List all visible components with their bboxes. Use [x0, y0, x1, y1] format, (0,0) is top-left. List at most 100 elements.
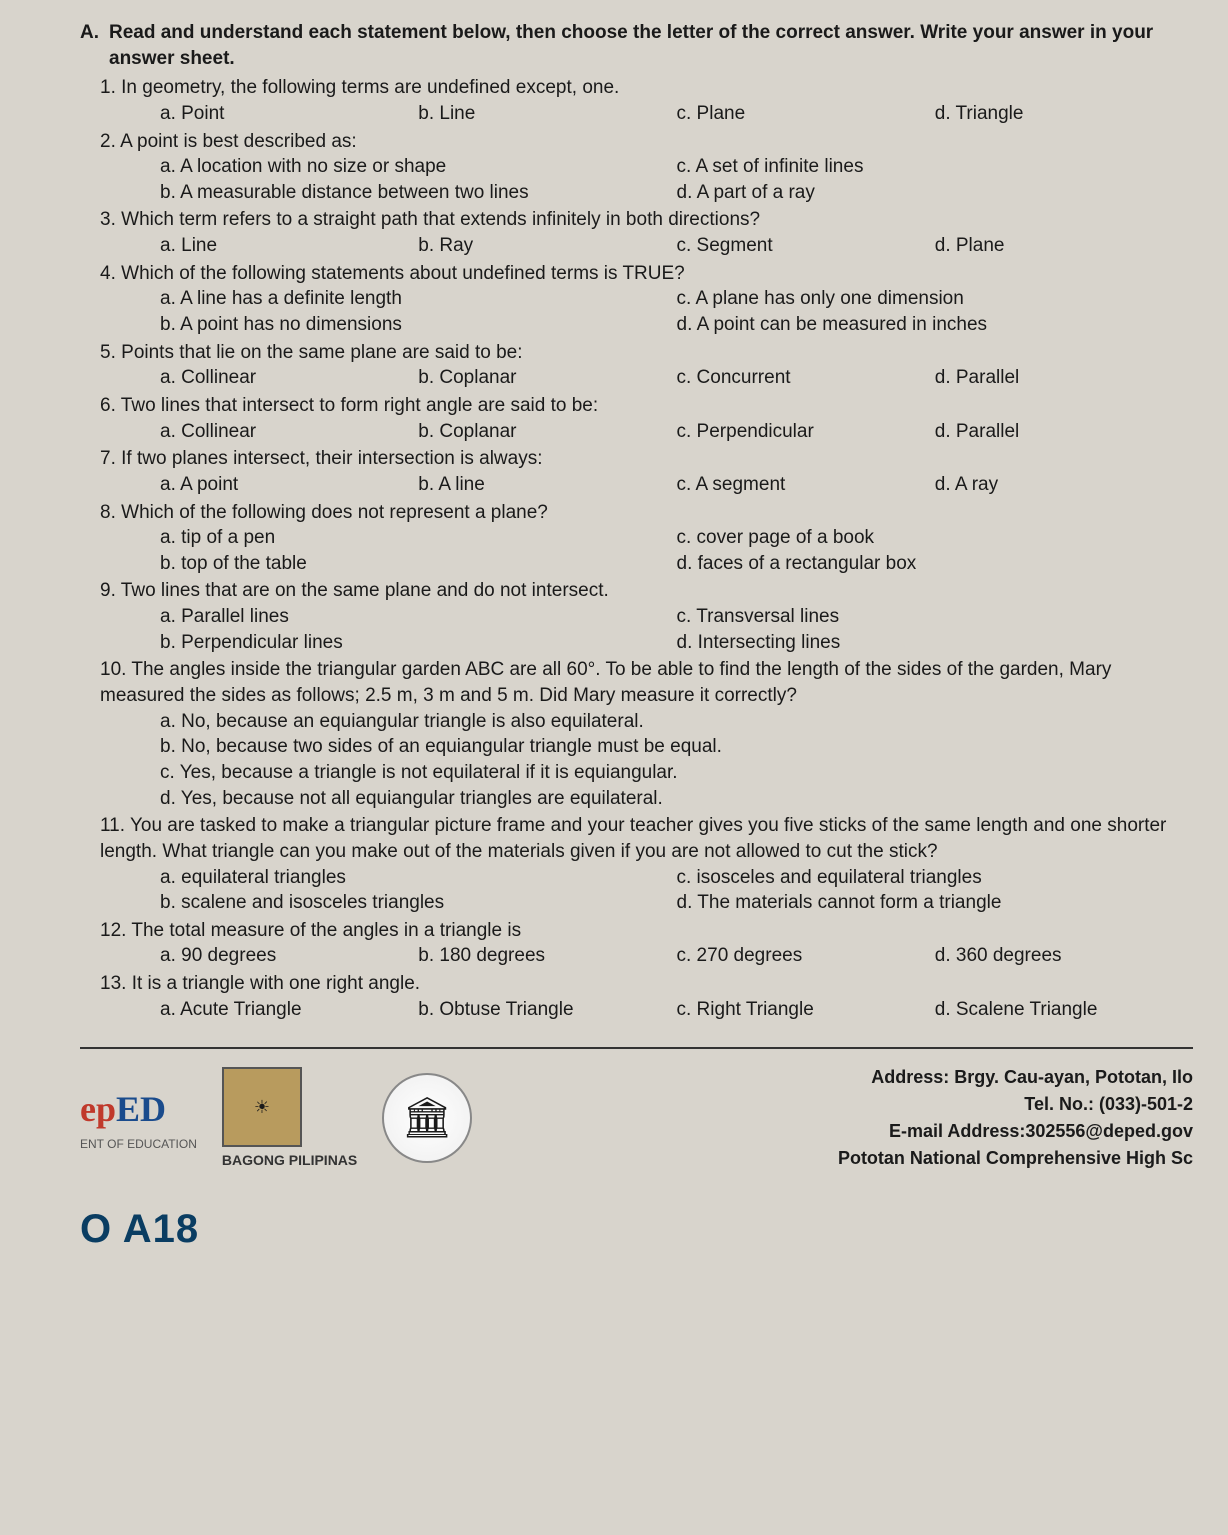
q6-opt-b: b. Coplanar [418, 419, 676, 445]
q8-opt-c: c. cover page of a book [677, 525, 1194, 551]
address-line-4: Pototan National Comprehensive High Sc [838, 1145, 1193, 1172]
q8-opt-b: b. top of the table [160, 551, 677, 577]
q3-opt-c: c. Segment [677, 233, 935, 259]
q3-text: Which term refers to a straight path tha… [121, 209, 760, 230]
q12-opt-b: b. 180 degrees [418, 943, 676, 969]
q2-text: A point is best described as: [120, 131, 357, 152]
q9-opt-d: d. Intersecting lines [677, 630, 1194, 656]
q2-opt-a: a. A location with no size or shape [160, 154, 677, 180]
q1-opt-a: a. Point [160, 101, 418, 127]
q11-opt-d: d. The materials cannot form a triangle [677, 890, 1194, 916]
bagong-pilipinas-logo: ☀ BAGONG PILIPINAS [222, 1067, 357, 1170]
question-4: 4. Which of the following statements abo… [100, 261, 1193, 338]
q12-opt-d: d. 360 degrees [935, 943, 1193, 969]
question-8: 8. Which of the following does not repre… [100, 500, 1193, 577]
q13-opt-b: b. Obtuse Triangle [418, 997, 676, 1023]
deped-logo: epED ENT OF EDUCATION [80, 1085, 197, 1152]
q11-num: 11. [100, 815, 125, 836]
q11-text: You are tasked to make a triangular pict… [100, 815, 1166, 862]
bagong-label: BAGONG PILIPINAS [222, 1151, 357, 1170]
q8-num: 8. [100, 502, 116, 523]
q11-opt-b: b. scalene and isosceles triangles [160, 890, 677, 916]
q7-opt-d: d. A ray [935, 472, 1193, 498]
q7-num: 7. [100, 448, 116, 469]
q1-opt-d: d. Triangle [935, 101, 1193, 127]
q1-text: In geometry, the following terms are und… [121, 77, 619, 98]
q7-opt-a: a. A point [160, 472, 418, 498]
q11-opt-a: a. equilateral triangles [160, 865, 677, 891]
q13-num: 13. [100, 973, 126, 994]
q3-opt-a: a. Line [160, 233, 418, 259]
address-line-2: Tel. No.: (033)-501-2 [838, 1091, 1193, 1118]
question-1: 1. In geometry, the following terms are … [100, 75, 1193, 126]
question-9: 9. Two lines that are on the same plane … [100, 578, 1193, 655]
q8-opt-a: a. tip of a pen [160, 525, 677, 551]
question-2: 2. A point is best described as: a. A lo… [100, 129, 1193, 206]
question-3: 3. Which term refers to a straight path … [100, 207, 1193, 258]
phone-model-label: O A18 [80, 1202, 1193, 1256]
q2-opt-b: b. A measurable distance between two lin… [160, 180, 677, 206]
q10-opt-c: c. Yes, because a triangle is not equila… [160, 760, 1193, 786]
question-5: 5. Points that lie on the same plane are… [100, 340, 1193, 391]
q10-text: The angles inside the triangular garden … [100, 659, 1111, 706]
q1-num: 1. [100, 77, 116, 98]
q1-opt-c: c. Plane [677, 101, 935, 127]
q5-opt-d: d. Parallel [935, 365, 1193, 391]
q4-num: 4. [100, 263, 116, 284]
q7-opt-c: c. A segment [677, 472, 935, 498]
q5-opt-c: c. Concurrent [677, 365, 935, 391]
q4-opt-c: c. A plane has only one dimension [677, 286, 1194, 312]
q2-opt-c: c. A set of infinite lines [677, 154, 1194, 180]
section-instructions: Read and understand each statement below… [109, 20, 1193, 71]
q12-opt-a: a. 90 degrees [160, 943, 418, 969]
address-line-3: E-mail Address:302556@deped.gov [838, 1118, 1193, 1145]
q9-num: 9. [100, 580, 116, 601]
question-10: 10. The angles inside the triangular gar… [100, 657, 1193, 811]
q12-num: 12. [100, 920, 126, 941]
q6-text: Two lines that intersect to form right a… [121, 395, 598, 416]
q11-opt-c: c. isosceles and equilateral triangles [677, 865, 1194, 891]
q10-opt-a: a. No, because an equiangular triangle i… [160, 709, 1193, 735]
q5-opt-a: a. Collinear [160, 365, 418, 391]
question-12: 12. The total measure of the angles in a… [100, 918, 1193, 969]
q10-num: 10. [100, 659, 126, 680]
q13-text: It is a triangle with one right angle. [132, 973, 420, 994]
q2-num: 2. [100, 131, 116, 152]
q4-opt-d: d. A point can be measured in inches [677, 312, 1194, 338]
q8-opt-d: d. faces of a rectangular box [677, 551, 1194, 577]
q3-opt-d: d. Plane [935, 233, 1193, 259]
page-footer: epED ENT OF EDUCATION ☀ BAGONG PILIPINAS… [80, 1047, 1193, 1172]
q2-opt-d: d. A part of a ray [677, 180, 1194, 206]
q12-text: The total measure of the angles in a tri… [131, 920, 521, 941]
q8-text: Which of the following does not represen… [121, 502, 548, 523]
school-seal-icon: 🏛 [382, 1073, 472, 1163]
logo-subtext: ENT OF EDUCATION [80, 1136, 197, 1152]
q13-opt-a: a. Acute Triangle [160, 997, 418, 1023]
question-13: 13. It is a triangle with one right angl… [100, 971, 1193, 1022]
q10-opt-b: b. No, because two sides of an equiangul… [160, 734, 1193, 760]
q7-text: If two planes intersect, their intersect… [121, 448, 542, 469]
q7-opt-b: b. A line [418, 472, 676, 498]
q4-opt-a: a. A line has a definite length [160, 286, 677, 312]
q6-opt-a: a. Collinear [160, 419, 418, 445]
q12-opt-c: c. 270 degrees [677, 943, 935, 969]
question-7: 7. If two planes intersect, their inters… [100, 446, 1193, 497]
q9-opt-c: c. Transversal lines [677, 604, 1194, 630]
q4-text: Which of the following statements about … [121, 263, 685, 284]
q6-num: 6. [100, 395, 116, 416]
q6-opt-c: c. Perpendicular [677, 419, 935, 445]
q4-opt-b: b. A point has no dimensions [160, 312, 677, 338]
q3-num: 3. [100, 209, 116, 230]
q9-opt-a: a. Parallel lines [160, 604, 677, 630]
q13-opt-c: c. Right Triangle [677, 997, 935, 1023]
question-6: 6. Two lines that intersect to form righ… [100, 393, 1193, 444]
q10-opt-d: d. Yes, because not all equiangular tria… [160, 786, 1193, 812]
section-letter: A. [80, 20, 99, 71]
section-header: A. Read and understand each statement be… [80, 20, 1193, 71]
q3-opt-b: b. Ray [418, 233, 676, 259]
footer-address: Address: Brgy. Cau-ayan, Pototan, Ilo Te… [838, 1064, 1193, 1172]
q9-text: Two lines that are on the same plane and… [121, 580, 609, 601]
q9-opt-b: b. Perpendicular lines [160, 630, 677, 656]
question-11: 11. You are tasked to make a triangular … [100, 813, 1193, 916]
q6-opt-d: d. Parallel [935, 419, 1193, 445]
